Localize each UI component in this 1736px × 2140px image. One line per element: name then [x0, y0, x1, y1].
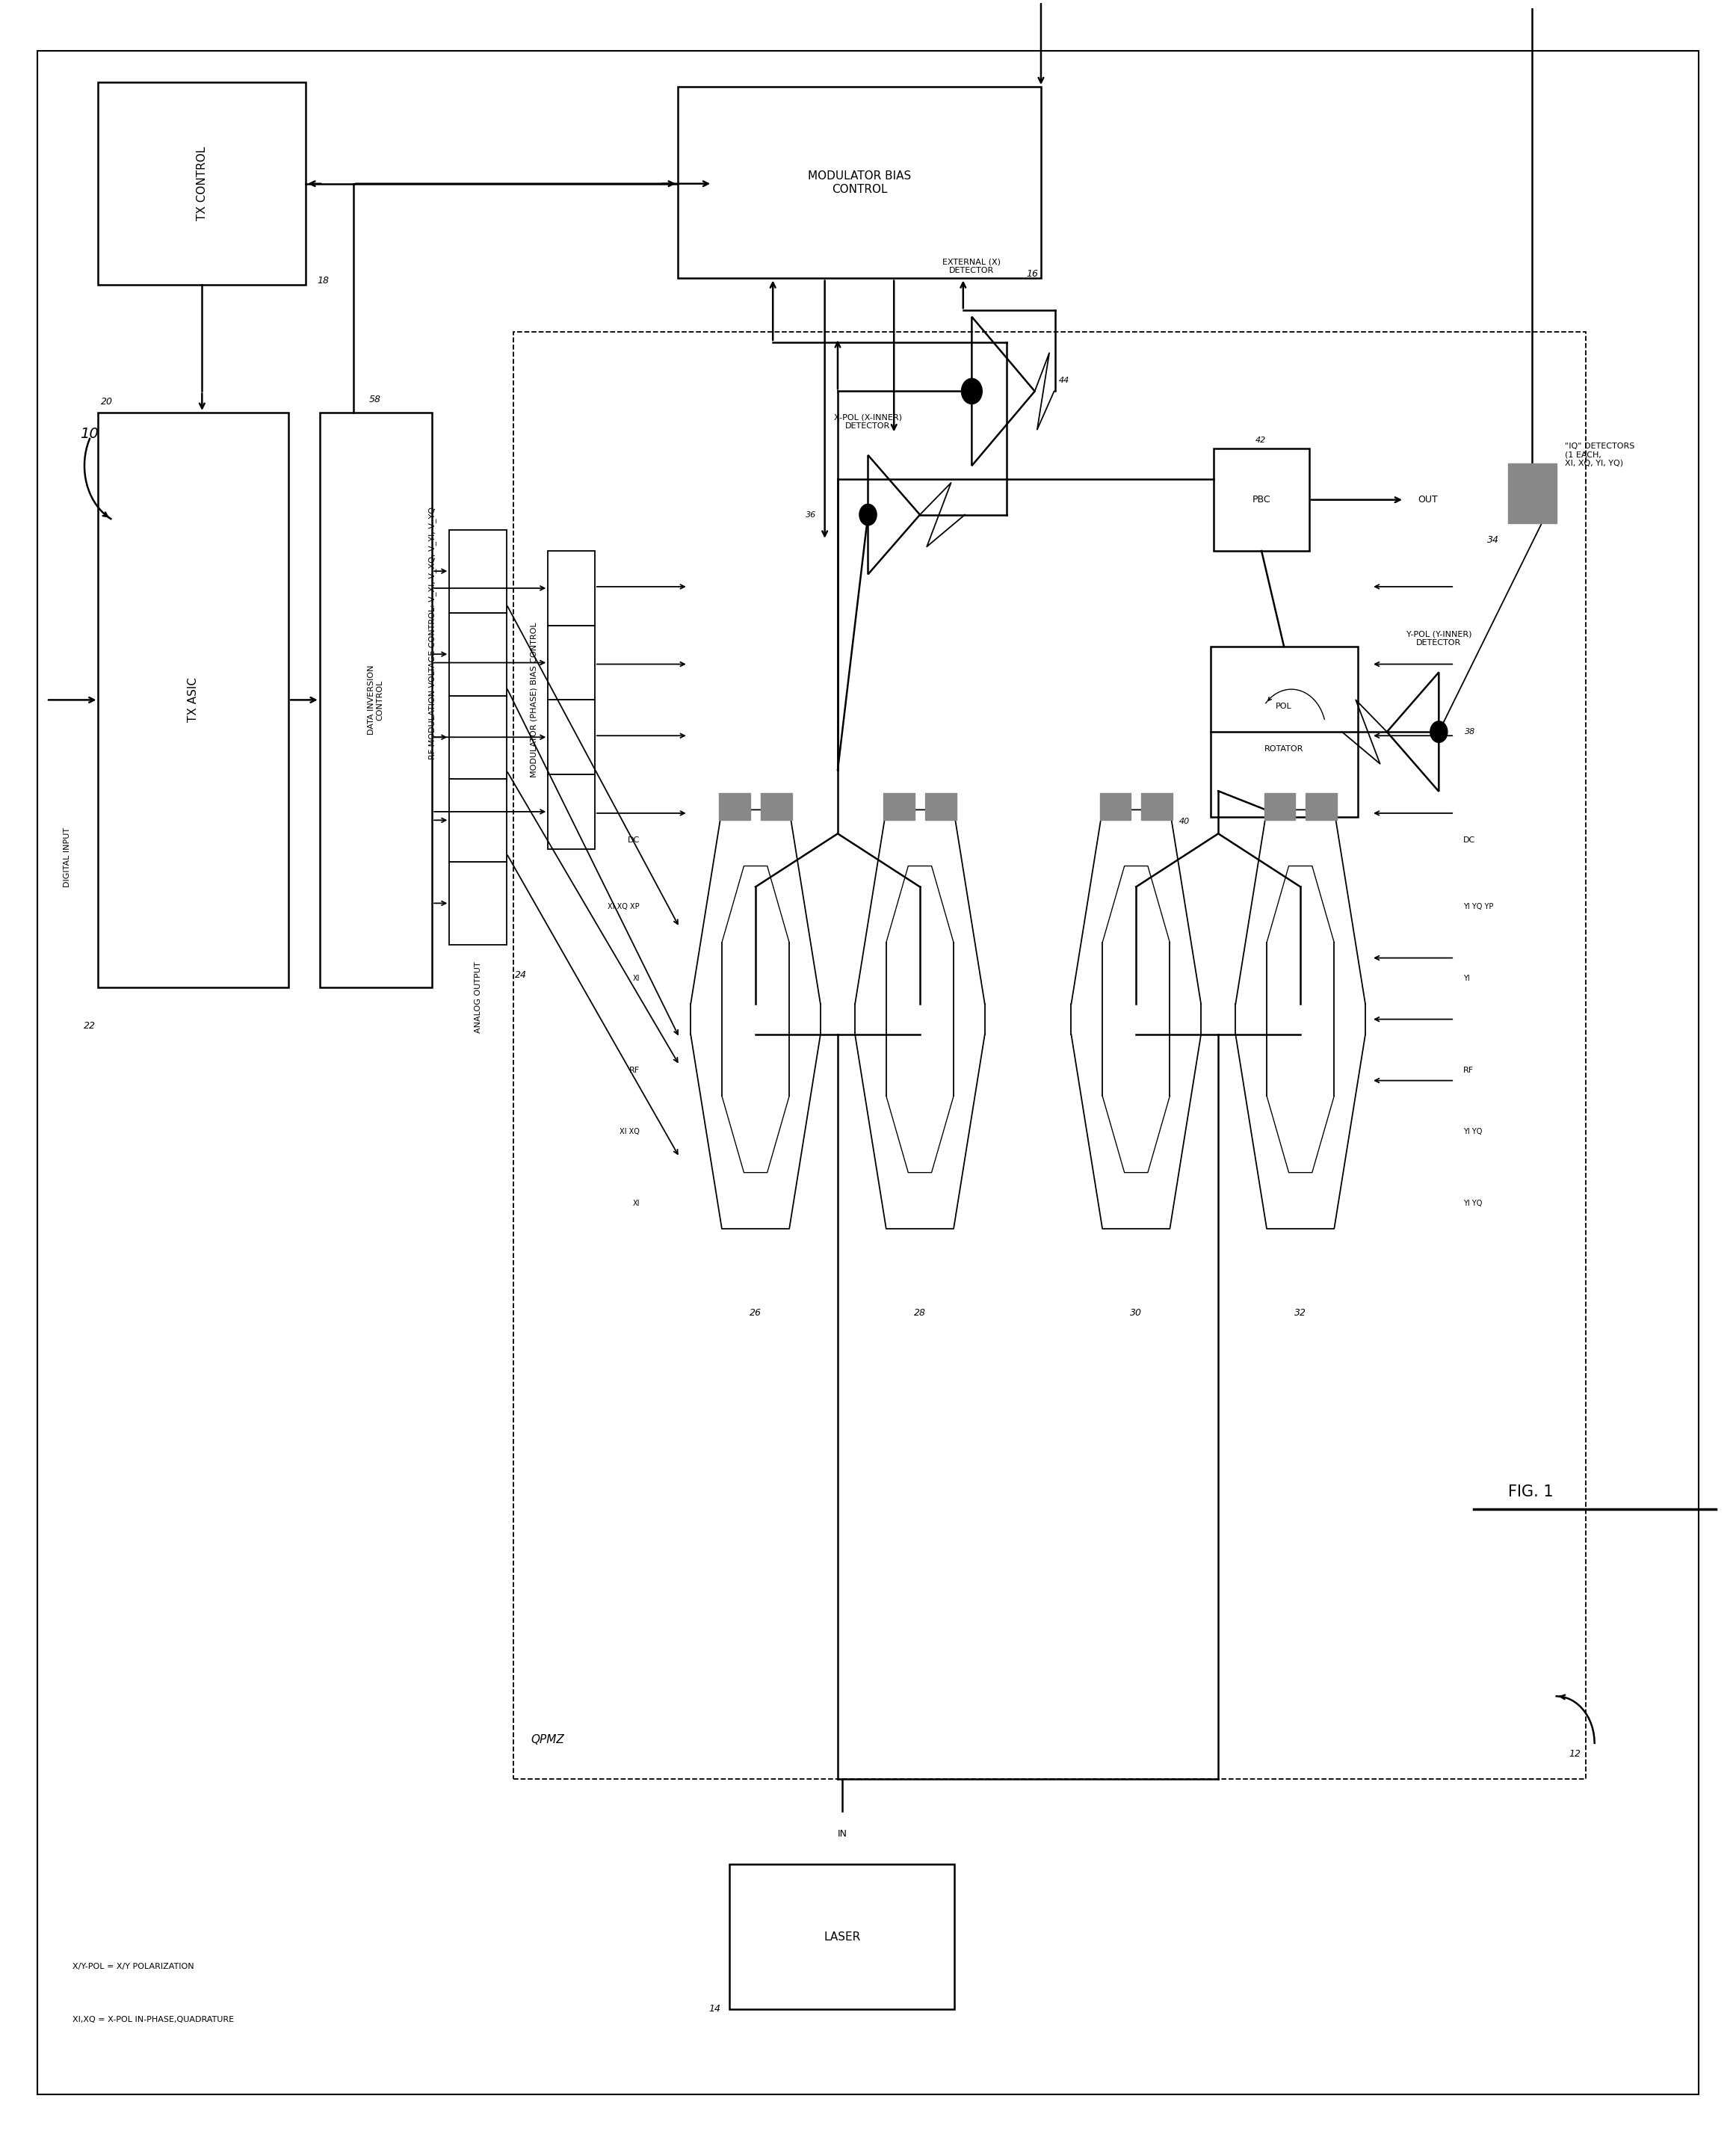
Bar — [1141, 794, 1172, 820]
Text: YI YQ: YI YQ — [1463, 1128, 1483, 1136]
Text: MODULATOR BIAS
CONTROL: MODULATOR BIAS CONTROL — [807, 171, 911, 195]
Text: RF MODULATION VOLTAGE CONTROL: V_XI, V_XQ, V_YI, V_YQ: RF MODULATION VOLTAGE CONTROL: V_XI, V_X… — [429, 507, 436, 760]
FancyBboxPatch shape — [99, 83, 306, 285]
Text: ROTATOR: ROTATOR — [1264, 745, 1304, 753]
Text: DIGITAL INPUT: DIGITAL INPUT — [64, 828, 71, 888]
Text: 20: 20 — [101, 398, 113, 407]
Text: 34: 34 — [1488, 535, 1500, 546]
FancyBboxPatch shape — [549, 550, 595, 625]
Text: XI XQ XP: XI XQ XP — [608, 903, 639, 912]
Bar — [1509, 464, 1557, 524]
Text: Y-POL (Y-INNER)
DETECTOR: Y-POL (Y-INNER) DETECTOR — [1406, 631, 1472, 646]
Bar — [1264, 794, 1295, 820]
Text: 32: 32 — [1295, 1308, 1307, 1318]
Bar — [1305, 794, 1337, 820]
Text: 18: 18 — [318, 276, 330, 285]
FancyBboxPatch shape — [1213, 449, 1309, 550]
Text: RF: RF — [628, 1066, 639, 1074]
Text: TX ASIC: TX ASIC — [187, 678, 200, 723]
Text: FIG. 1: FIG. 1 — [1509, 1485, 1554, 1500]
FancyBboxPatch shape — [450, 862, 507, 944]
FancyBboxPatch shape — [99, 413, 288, 987]
Text: XI: XI — [632, 974, 639, 982]
Text: POL: POL — [1276, 702, 1292, 710]
FancyBboxPatch shape — [729, 1864, 955, 2009]
Text: 36: 36 — [806, 511, 816, 518]
Text: 22: 22 — [83, 1021, 95, 1031]
Text: DATA INVERSION
CONTROL: DATA INVERSION CONTROL — [368, 666, 384, 734]
Text: 38: 38 — [1465, 728, 1476, 736]
Text: LASER: LASER — [823, 1930, 861, 1943]
Text: X-POL (X-INNER)
DETECTOR: X-POL (X-INNER) DETECTOR — [833, 413, 903, 430]
Text: EXTERNAL (X)
DETECTOR: EXTERNAL (X) DETECTOR — [943, 259, 1002, 274]
Text: 42: 42 — [1255, 437, 1266, 443]
Bar — [719, 794, 750, 820]
Text: 30: 30 — [1130, 1308, 1142, 1318]
Text: 24: 24 — [516, 969, 528, 980]
Text: YI YQ: YI YQ — [1463, 1198, 1483, 1207]
Bar — [760, 794, 792, 820]
Text: RF: RF — [1463, 1066, 1474, 1074]
Text: XI: XI — [632, 1198, 639, 1207]
Text: DC: DC — [627, 837, 639, 843]
Text: TX CONTROL: TX CONTROL — [196, 148, 208, 220]
FancyBboxPatch shape — [1210, 646, 1358, 817]
Text: ANALOG OUTPUT: ANALOG OUTPUT — [474, 961, 481, 1034]
Text: MODULATOR (PHASE) BIAS CONTROL: MODULATOR (PHASE) BIAS CONTROL — [531, 623, 538, 777]
Text: YI: YI — [1463, 974, 1470, 982]
Circle shape — [962, 379, 983, 404]
Text: XI,XQ = X-POL IN-PHASE,QUADRATURE: XI,XQ = X-POL IN-PHASE,QUADRATURE — [73, 2016, 234, 2024]
Text: 40: 40 — [1179, 817, 1189, 826]
Text: YI YQ YP: YI YQ YP — [1463, 903, 1493, 912]
Text: IN: IN — [837, 1830, 847, 1838]
FancyBboxPatch shape — [677, 88, 1042, 278]
Text: OUT: OUT — [1418, 494, 1437, 505]
Text: 26: 26 — [750, 1308, 762, 1318]
FancyBboxPatch shape — [549, 700, 595, 775]
Bar — [884, 794, 915, 820]
Bar — [925, 794, 957, 820]
Text: QPMZ: QPMZ — [531, 1733, 564, 1746]
FancyBboxPatch shape — [319, 413, 432, 987]
Text: 58: 58 — [370, 396, 380, 404]
Text: PBC: PBC — [1252, 494, 1271, 505]
Text: 10: 10 — [80, 426, 99, 441]
Text: 12: 12 — [1569, 1748, 1580, 1759]
FancyBboxPatch shape — [450, 529, 507, 612]
Text: 28: 28 — [913, 1308, 925, 1318]
Text: X/Y-POL = X/Y POLARIZATION: X/Y-POL = X/Y POLARIZATION — [73, 1962, 194, 1971]
FancyBboxPatch shape — [549, 775, 595, 850]
Text: 14: 14 — [708, 2005, 720, 2014]
Circle shape — [859, 505, 877, 524]
FancyBboxPatch shape — [549, 625, 595, 700]
Circle shape — [1430, 721, 1448, 743]
FancyBboxPatch shape — [450, 696, 507, 779]
Text: "IQ" DETECTORS
(1 EACH,
XI, XQ, YI, YQ): "IQ" DETECTORS (1 EACH, XI, XQ, YI, YQ) — [1566, 443, 1635, 467]
Text: 44: 44 — [1059, 377, 1069, 385]
FancyBboxPatch shape — [450, 779, 507, 862]
FancyBboxPatch shape — [450, 612, 507, 696]
Bar — [1101, 794, 1130, 820]
Text: 16: 16 — [1026, 270, 1038, 278]
Text: DC: DC — [1463, 837, 1476, 843]
Text: XI XQ: XI XQ — [620, 1128, 639, 1136]
